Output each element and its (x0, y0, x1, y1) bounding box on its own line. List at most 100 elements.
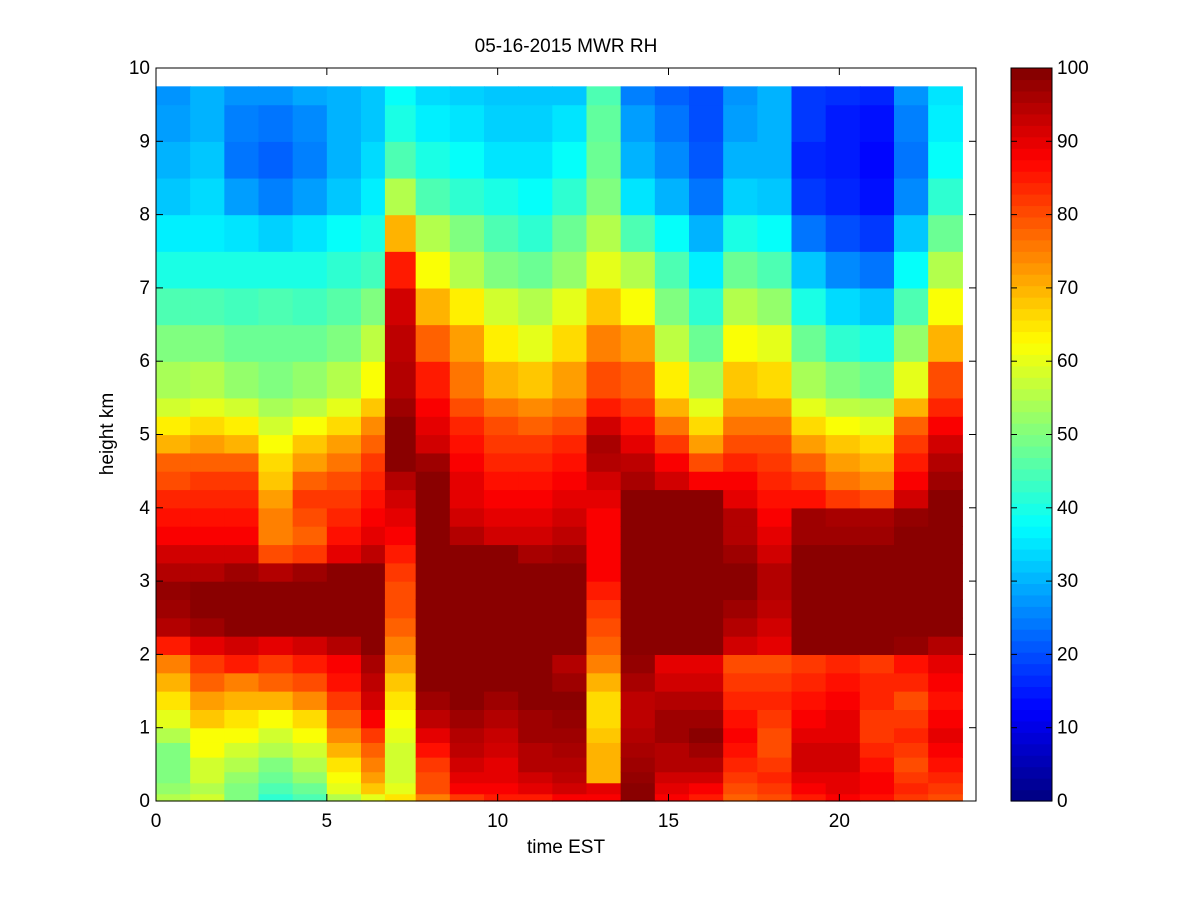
heatmap-cell (361, 452, 386, 472)
heatmap-cell (292, 416, 328, 436)
heatmap-cell (859, 526, 895, 546)
heatmap-cell (791, 434, 827, 454)
y-tick-label: 2 (139, 644, 150, 665)
heatmap-cell (723, 507, 758, 527)
heatmap-cell (791, 141, 827, 179)
heatmap-cell (654, 771, 690, 784)
heatmap-cell (326, 617, 362, 637)
heatmap-cell (552, 562, 588, 582)
colorbar-segment (1011, 526, 1052, 539)
heatmap-cell (258, 771, 294, 784)
heatmap-cell (620, 727, 656, 743)
heatmap-cell (384, 691, 417, 710)
heatmap-cell (894, 793, 929, 802)
heatmap-cell (859, 214, 895, 252)
heatmap-cell (928, 617, 963, 637)
heatmap-cell (894, 672, 929, 692)
heatmap-cell (894, 177, 929, 216)
heatmap-cell (190, 507, 225, 527)
heatmap-cell (190, 691, 225, 710)
heatmap-cell (825, 177, 861, 216)
heatmap-cell (156, 104, 191, 142)
colorbar-segment (1011, 319, 1052, 333)
colorbar-tick-label: 20 (1057, 644, 1078, 665)
y-tick-label: 4 (139, 498, 150, 519)
colorbar-segment (1011, 732, 1052, 745)
heatmap-cell (190, 416, 225, 436)
heatmap-cell (825, 654, 861, 674)
heatmap-cell (791, 742, 827, 758)
colorbar-segment (1011, 90, 1052, 103)
heatmap-cell (757, 562, 793, 582)
colorbar-segment (1011, 675, 1052, 688)
y-tick-label: 9 (139, 131, 150, 152)
heatmap-cell (620, 471, 656, 491)
heatmap-cell (449, 599, 485, 619)
heatmap-cell (894, 287, 929, 326)
heatmap-cell (361, 709, 386, 729)
heatmap-cell (689, 214, 724, 252)
heatmap-cell (654, 581, 690, 601)
heatmap-cell (620, 793, 656, 802)
colorbar-segment (1011, 549, 1052, 562)
heatmap-cell (224, 177, 260, 216)
heatmap-cell (484, 397, 519, 417)
heatmap-cell (156, 507, 191, 527)
heatmap-cell (859, 636, 895, 655)
heatmap-cell (292, 771, 328, 784)
heatmap-cell (518, 654, 553, 674)
heatmap-cell (757, 452, 793, 472)
heatmap-cell (928, 397, 963, 417)
heatmap-cell (415, 452, 451, 472)
heatmap-cell (620, 544, 656, 564)
heatmap-cell (258, 434, 294, 454)
heatmap-cell (689, 177, 724, 216)
heatmap-cell (928, 177, 963, 216)
heatmap-cell (620, 324, 656, 362)
heatmap-cell (552, 617, 588, 637)
heatmap-cell (518, 526, 553, 546)
heatmap-cell (190, 562, 225, 582)
heatmap-cell (791, 251, 827, 289)
heatmap-cell (484, 782, 519, 795)
heatmap-cell (620, 416, 656, 436)
heatmap-cell (292, 287, 328, 326)
heatmap-cell (190, 251, 225, 289)
heatmap-cell (689, 526, 724, 546)
y-axis: 0 1 2 3 4 5 6 7 8 9 10 (129, 58, 976, 812)
heatmap-cell (415, 397, 451, 417)
heatmap-cell (552, 636, 588, 655)
heatmap-cell (586, 691, 622, 710)
heatmap-cell (723, 709, 758, 729)
colorbar-segment (1011, 331, 1052, 344)
heatmap-cell (586, 782, 622, 795)
colorbar-segment (1011, 377, 1052, 390)
heatmap-cell (723, 86, 758, 106)
heatmap-cell (449, 86, 485, 106)
heatmap-cell (224, 324, 260, 362)
heatmap-cell (156, 727, 191, 743)
heatmap-cell (484, 672, 519, 692)
heatmap-cell (620, 757, 656, 773)
heatmap-cell (292, 562, 328, 582)
heatmap-cell (654, 562, 690, 582)
colorbar-tick-label: 0 (1057, 791, 1068, 812)
heatmap-cell (757, 793, 793, 802)
heatmap-cell (384, 526, 417, 546)
heatmap-cell (620, 177, 656, 216)
heatmap-cell (224, 581, 260, 601)
heatmap-cell (620, 287, 656, 326)
heatmap-cell (326, 177, 362, 216)
heatmap-cell (415, 599, 451, 619)
heatmap-cell (825, 691, 861, 710)
colorbar-segment (1011, 365, 1052, 378)
heatmap-cell (449, 562, 485, 582)
heatmap-cell (791, 471, 827, 491)
heatmap-cell (292, 654, 328, 674)
heatmap-cell (190, 489, 225, 509)
heatmap-cell (518, 709, 553, 729)
colorbar-segment (1011, 560, 1052, 573)
heatmap-cell (224, 617, 260, 637)
heatmap-cell (415, 526, 451, 546)
heatmap-cell (361, 727, 386, 743)
